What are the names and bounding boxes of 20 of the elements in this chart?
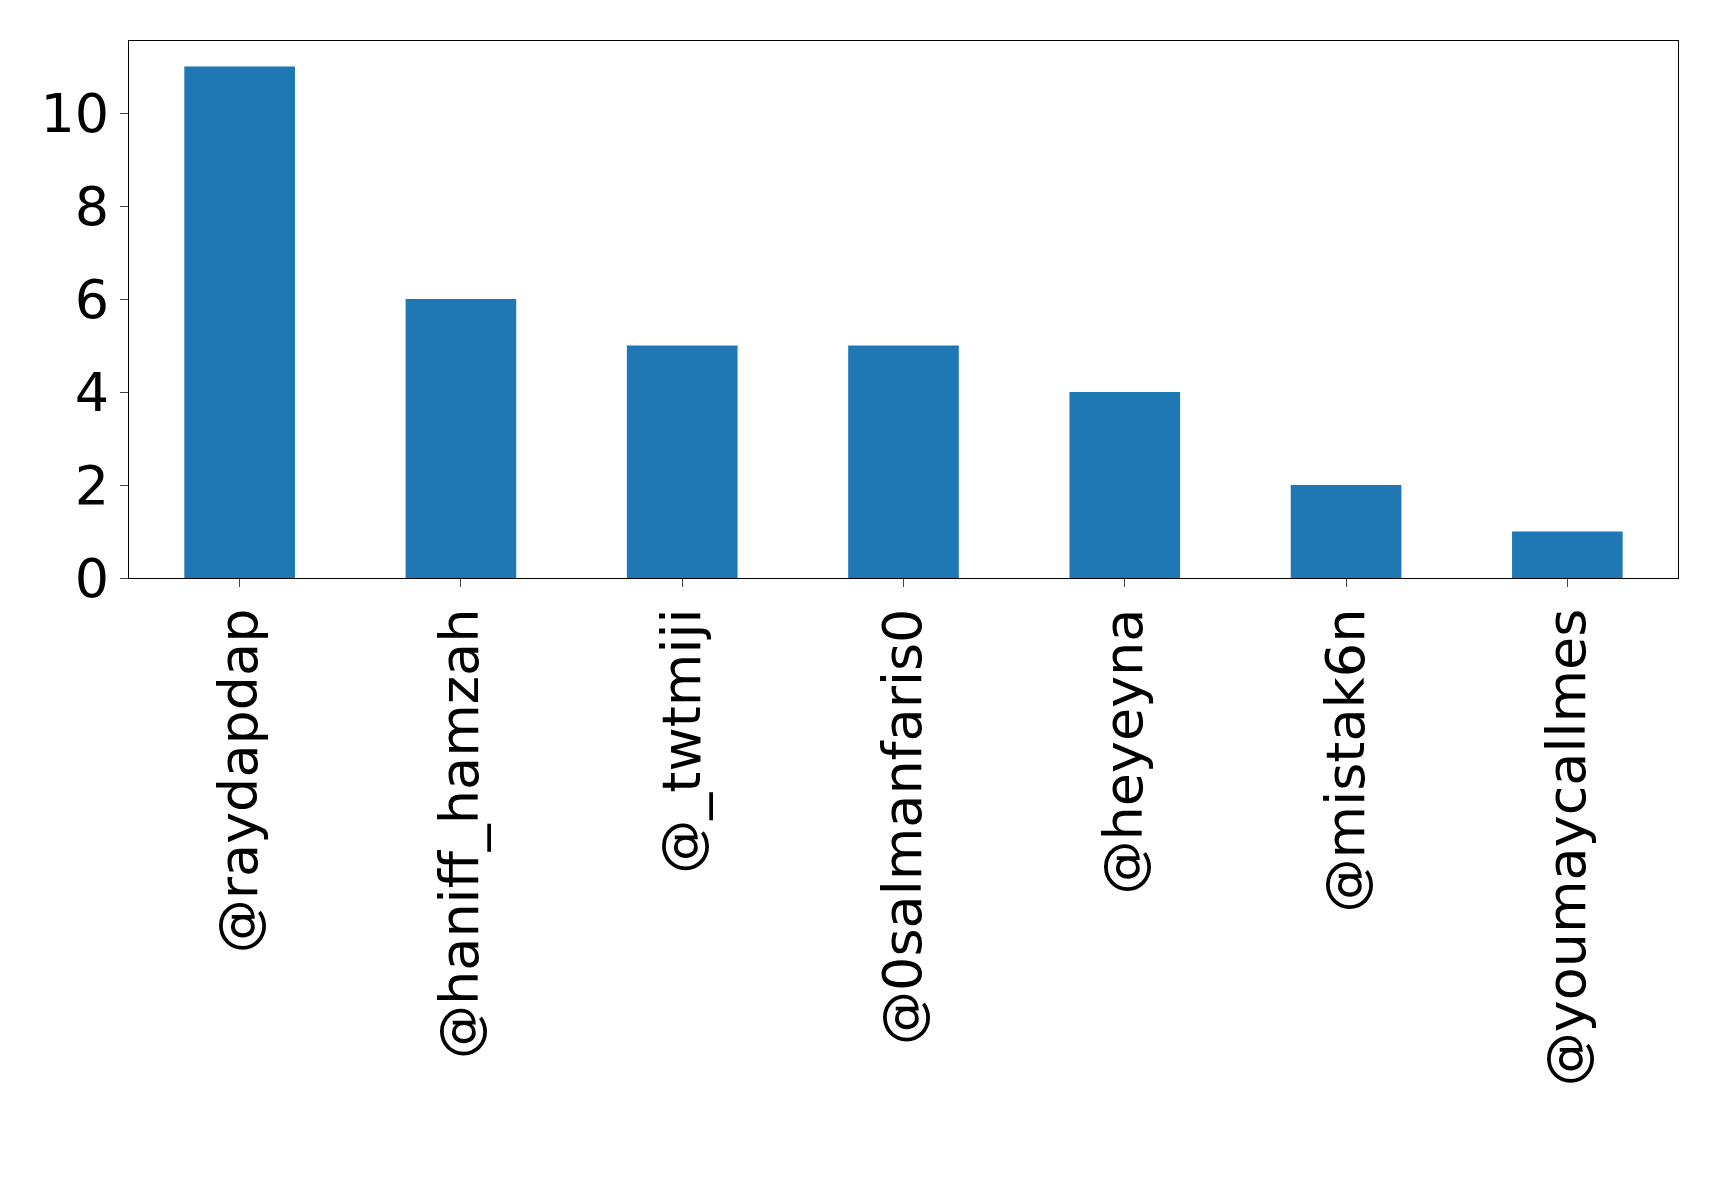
bar (1290, 485, 1402, 578)
x-tick-label: @raydapdap (207, 608, 271, 954)
x-tick-label: @heyeyna (1092, 608, 1156, 895)
bar (1512, 531, 1623, 578)
bar (1069, 392, 1181, 578)
y-tick-label: 8 (74, 174, 110, 238)
y-tick-label: 10 (40, 81, 110, 145)
x-tick-label: @haniff_hamzah (428, 608, 492, 1059)
bar (184, 66, 295, 578)
bar (848, 345, 959, 578)
y-tick-label: 2 (74, 453, 110, 517)
y-tick-label: 0 (74, 546, 110, 610)
y-tick-label: 6 (74, 267, 110, 331)
bar (405, 299, 517, 578)
x-tick-label: @0salmanfaris0 (871, 608, 935, 1045)
bar (626, 345, 738, 578)
y-tick-label: 4 (74, 360, 110, 424)
x-tick-label: @_twtmiji (649, 608, 713, 874)
x-tick-label: @youmaycallmes (1534, 608, 1598, 1087)
x-tick-label: @mistak6n (1313, 608, 1377, 913)
